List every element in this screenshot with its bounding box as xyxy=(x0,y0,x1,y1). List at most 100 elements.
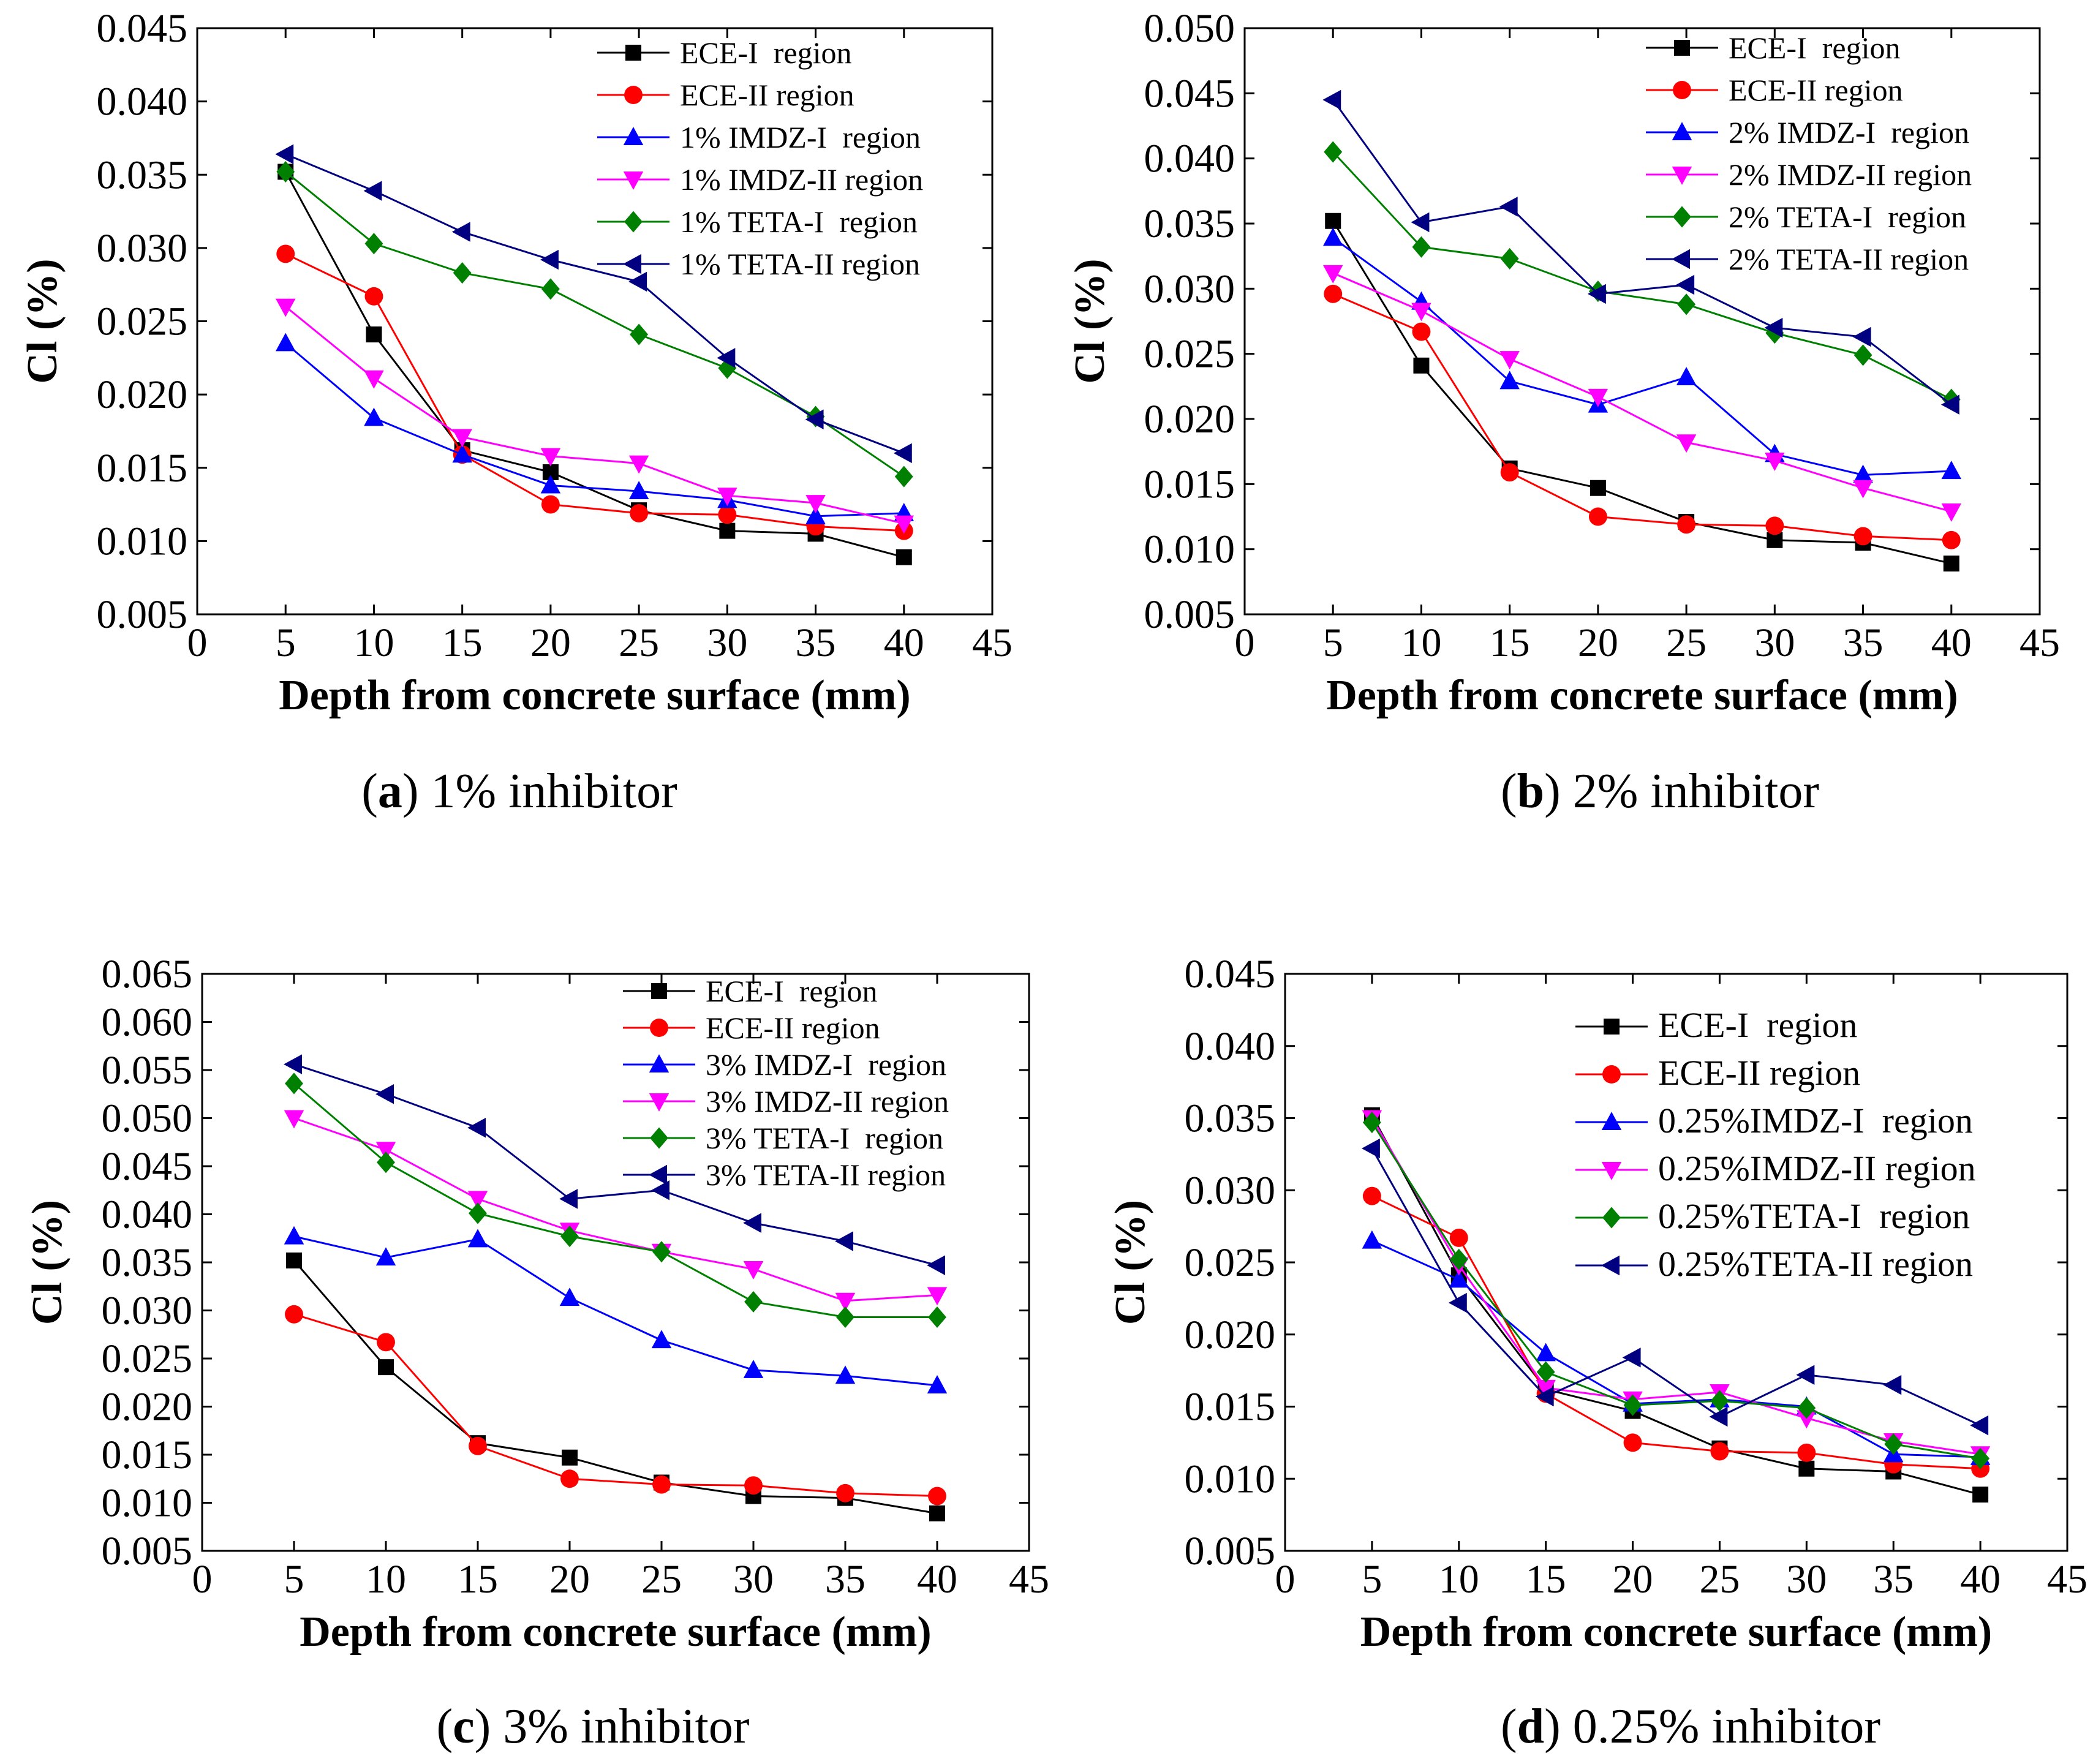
y-tick-label: 0.040 xyxy=(1144,137,1235,181)
legend: ECE-I region ECE-II region 0.25%IMDZ-I reg… xyxy=(1575,1005,1976,1284)
data-point xyxy=(1854,344,1872,366)
legend-label: 1% IMDZ-II region xyxy=(680,162,923,197)
y-tick-label: 0.040 xyxy=(102,1193,193,1237)
data-point xyxy=(276,244,295,263)
data-point xyxy=(1853,464,1873,483)
data-point xyxy=(1797,1443,1816,1462)
data-point xyxy=(1623,1394,1642,1416)
legend-label: 3% TETA-I region xyxy=(706,1121,943,1155)
data-point xyxy=(835,1292,856,1311)
legend-label: 1% IMDZ-I region xyxy=(680,120,921,154)
series-line xyxy=(1332,99,1952,405)
legend-marker xyxy=(1602,1065,1621,1084)
data-point xyxy=(275,333,296,352)
data-point xyxy=(1449,1248,1468,1270)
x-tick-label: 5 xyxy=(284,1557,304,1602)
caption-text: 2% inhibitor xyxy=(1573,764,1819,818)
x-tick-label: 20 xyxy=(549,1557,590,1602)
data-point xyxy=(835,1231,853,1251)
x-tick-label: 25 xyxy=(641,1557,682,1602)
x-tick-label: 40 xyxy=(884,620,924,665)
series-line xyxy=(285,342,904,518)
legend-marker xyxy=(623,254,641,274)
data-point xyxy=(836,1306,854,1329)
data-point xyxy=(364,287,383,306)
legend-marker xyxy=(649,1054,669,1072)
series-line xyxy=(285,306,905,525)
series-line xyxy=(1332,272,1952,513)
data-point xyxy=(1536,1379,1556,1398)
legend-marker xyxy=(1601,1112,1622,1130)
data-point xyxy=(1587,284,1606,304)
data-point xyxy=(630,323,649,345)
data-point xyxy=(805,495,826,514)
legend-marker xyxy=(649,1093,669,1112)
data-point xyxy=(540,249,559,270)
legend-label: ECE-II region xyxy=(1729,73,1903,107)
data-point xyxy=(1677,293,1696,315)
y-tick-label: 0.025 xyxy=(1144,332,1235,377)
series-line xyxy=(1371,1121,1981,1460)
x-tick-label: 30 xyxy=(1786,1557,1827,1602)
x-tick-label: 45 xyxy=(2019,620,2060,665)
data-point xyxy=(1588,388,1608,407)
series-line xyxy=(1332,293,1952,541)
data-point xyxy=(375,1247,396,1266)
x-tick-label: 10 xyxy=(353,620,394,665)
y-tick-label: 0.045 xyxy=(102,1144,193,1189)
legend-marker xyxy=(1601,1255,1620,1276)
data-point xyxy=(1883,1374,1902,1395)
data-point xyxy=(743,1213,761,1233)
data-point xyxy=(364,407,384,426)
series-line xyxy=(1371,1115,1981,1496)
data-point xyxy=(927,1375,948,1393)
data-point xyxy=(927,1287,948,1306)
legend-label: ECE-I region xyxy=(1729,31,1900,65)
legend-marker xyxy=(1672,122,1692,140)
y-tick-label: 0.050 xyxy=(1144,6,1235,51)
y-tick-label: 0.015 xyxy=(97,446,188,491)
y-tick-label: 0.030 xyxy=(1144,266,1235,311)
legend-label: 0.25%TETA-I region xyxy=(1658,1196,1970,1236)
data-point xyxy=(364,370,384,389)
data-point xyxy=(1942,530,1961,549)
legend-marker xyxy=(650,1019,668,1037)
data-point xyxy=(1449,1229,1468,1247)
x-tick-label: 25 xyxy=(1699,1557,1740,1602)
data-point xyxy=(559,1287,580,1306)
legend-label: ECE-I region xyxy=(680,36,851,70)
data-point xyxy=(284,1110,304,1129)
data-point xyxy=(1764,317,1783,338)
data-point xyxy=(1322,89,1341,110)
data-point xyxy=(1499,197,1518,217)
x-tick-label: 0 xyxy=(1275,1557,1295,1602)
x-tick-label: 35 xyxy=(1873,1557,1914,1602)
data-point xyxy=(1970,1415,1989,1436)
data-point xyxy=(1325,213,1341,229)
caption-letter: d xyxy=(1517,1700,1545,1754)
data-point xyxy=(1622,1348,1641,1368)
x-tick-label: 15 xyxy=(1490,620,1530,665)
data-point xyxy=(1710,1442,1729,1461)
data-point xyxy=(286,1252,302,1268)
series-line xyxy=(284,171,905,559)
series-line xyxy=(285,153,905,454)
y-tick-label: 0.020 xyxy=(1185,1313,1276,1357)
data-point xyxy=(1588,507,1607,526)
y-tick-label: 0.045 xyxy=(97,6,188,51)
y-tick-label: 0.030 xyxy=(1185,1168,1276,1213)
caption-text: 0.25% inhibitor xyxy=(1573,1700,1880,1754)
y-tick-label: 0.005 xyxy=(1144,592,1235,637)
caption-paren-close: ) xyxy=(475,1700,503,1754)
data-point xyxy=(1940,394,1959,415)
y-tick-label: 0.010 xyxy=(102,1481,193,1526)
legend-marker xyxy=(651,983,667,999)
data-point xyxy=(718,505,737,524)
data-point xyxy=(1411,303,1431,322)
chart-panel-d: 0 5 10 15 20 25 30 35 40 45 0.005 0.010 0.015 0.020 0.… xyxy=(1107,952,2087,1754)
caption-paren-close: ) xyxy=(1544,1700,1573,1754)
data-point xyxy=(1536,1361,1555,1383)
data-point xyxy=(1677,515,1696,534)
